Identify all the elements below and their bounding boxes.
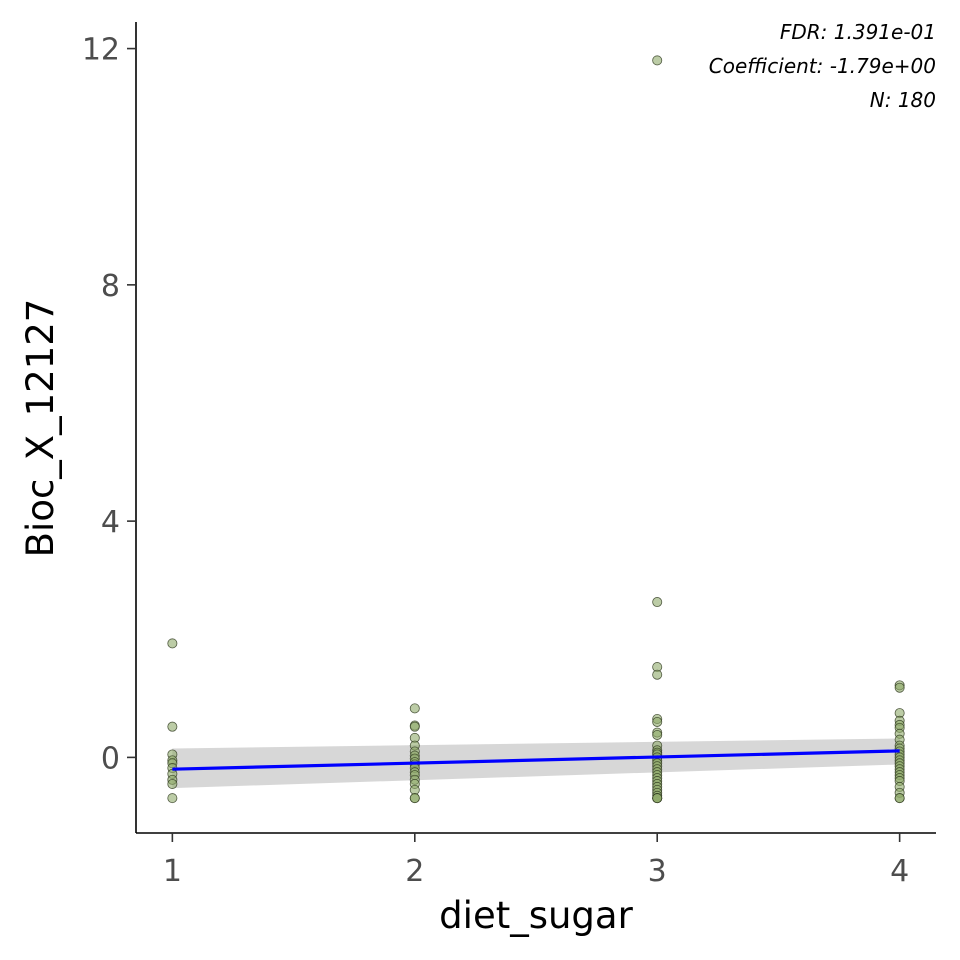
data-point bbox=[894, 793, 905, 804]
data-point bbox=[167, 778, 178, 789]
x-tick-label: 3 bbox=[648, 854, 667, 889]
confidence-band-layer bbox=[172, 738, 900, 789]
data-point bbox=[894, 682, 905, 693]
confidence-band bbox=[172, 738, 900, 789]
y-tick-label: 12 bbox=[82, 33, 120, 68]
annotation-fdr: FDR: 1.391e-01 bbox=[780, 20, 936, 44]
data-point bbox=[409, 784, 420, 795]
data-point bbox=[409, 703, 420, 714]
annotation-coefficient: Coefficient: -1.79e+00 bbox=[709, 54, 936, 78]
data-point bbox=[167, 638, 178, 649]
data-point bbox=[409, 721, 420, 732]
x-tick-label: 1 bbox=[163, 854, 182, 889]
annotation-n: N: 180 bbox=[870, 88, 936, 112]
x-tick-label: 2 bbox=[405, 854, 424, 889]
data-point bbox=[652, 793, 663, 804]
data-point bbox=[652, 669, 663, 680]
data-points-layer bbox=[167, 55, 905, 804]
fit-line bbox=[172, 749, 900, 771]
fit-line-layer bbox=[172, 749, 900, 771]
data-point bbox=[652, 716, 663, 727]
data-point bbox=[652, 55, 663, 66]
x-tick-label: 4 bbox=[890, 854, 909, 889]
data-point bbox=[409, 793, 420, 804]
data-point bbox=[652, 729, 663, 740]
y-tick-label: 8 bbox=[101, 269, 120, 304]
y-tick-label: 0 bbox=[101, 741, 120, 776]
y-axis-title: Bioc_X_12127 bbox=[19, 299, 62, 558]
y-tick-label: 4 bbox=[101, 505, 120, 540]
data-point bbox=[167, 721, 178, 732]
data-point bbox=[652, 597, 663, 608]
data-point bbox=[167, 793, 178, 804]
x-axis-title: diet_sugar bbox=[439, 894, 633, 937]
